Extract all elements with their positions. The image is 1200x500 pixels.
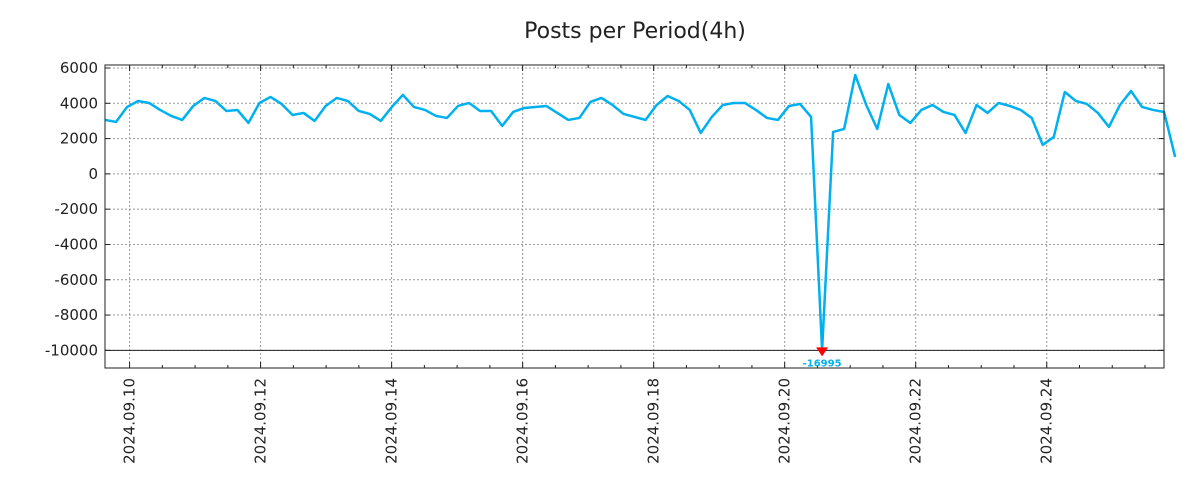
- y-tick-label: 0: [88, 165, 98, 183]
- y-tick-label: 2000: [60, 130, 98, 148]
- x-tick-label: 2024.09.18: [645, 378, 663, 464]
- y-tick-label: 4000: [60, 94, 98, 112]
- x-tick-label: 2024.09.14: [383, 378, 401, 464]
- y-tick-label: -2000: [54, 200, 98, 218]
- grid: [105, 65, 1164, 368]
- series: [104, 73, 1177, 352]
- annotations: -16995: [803, 347, 842, 369]
- x-tick-label: 2024.09.16: [514, 378, 532, 464]
- y-tick-label: -6000: [54, 271, 98, 289]
- series-line: [104, 73, 1177, 352]
- x-tick-label: 2024.09.10: [121, 378, 139, 464]
- x-tick-label: 2024.09.22: [907, 378, 925, 464]
- min-marker-icon: [816, 347, 829, 357]
- min-value-label: -16995: [803, 358, 842, 369]
- x-tick-label: 2024.09.12: [252, 378, 270, 464]
- x-tick-label: 2024.09.20: [776, 378, 794, 464]
- chart-title: Posts per Period(4h): [524, 19, 746, 44]
- y-tick-label: -10000: [45, 341, 98, 359]
- ticks: 6000 4000 2000 0 -2000 -4000 -6000 -8000 -10000 2…: [45, 59, 1164, 464]
- y-tick-label: 6000: [60, 59, 98, 77]
- x-tick-label: 2024.09.24: [1038, 378, 1056, 464]
- y-tick-label: -4000: [54, 235, 98, 253]
- plot-frame: [104, 64, 1165, 369]
- y-tick-label: -8000: [54, 306, 98, 324]
